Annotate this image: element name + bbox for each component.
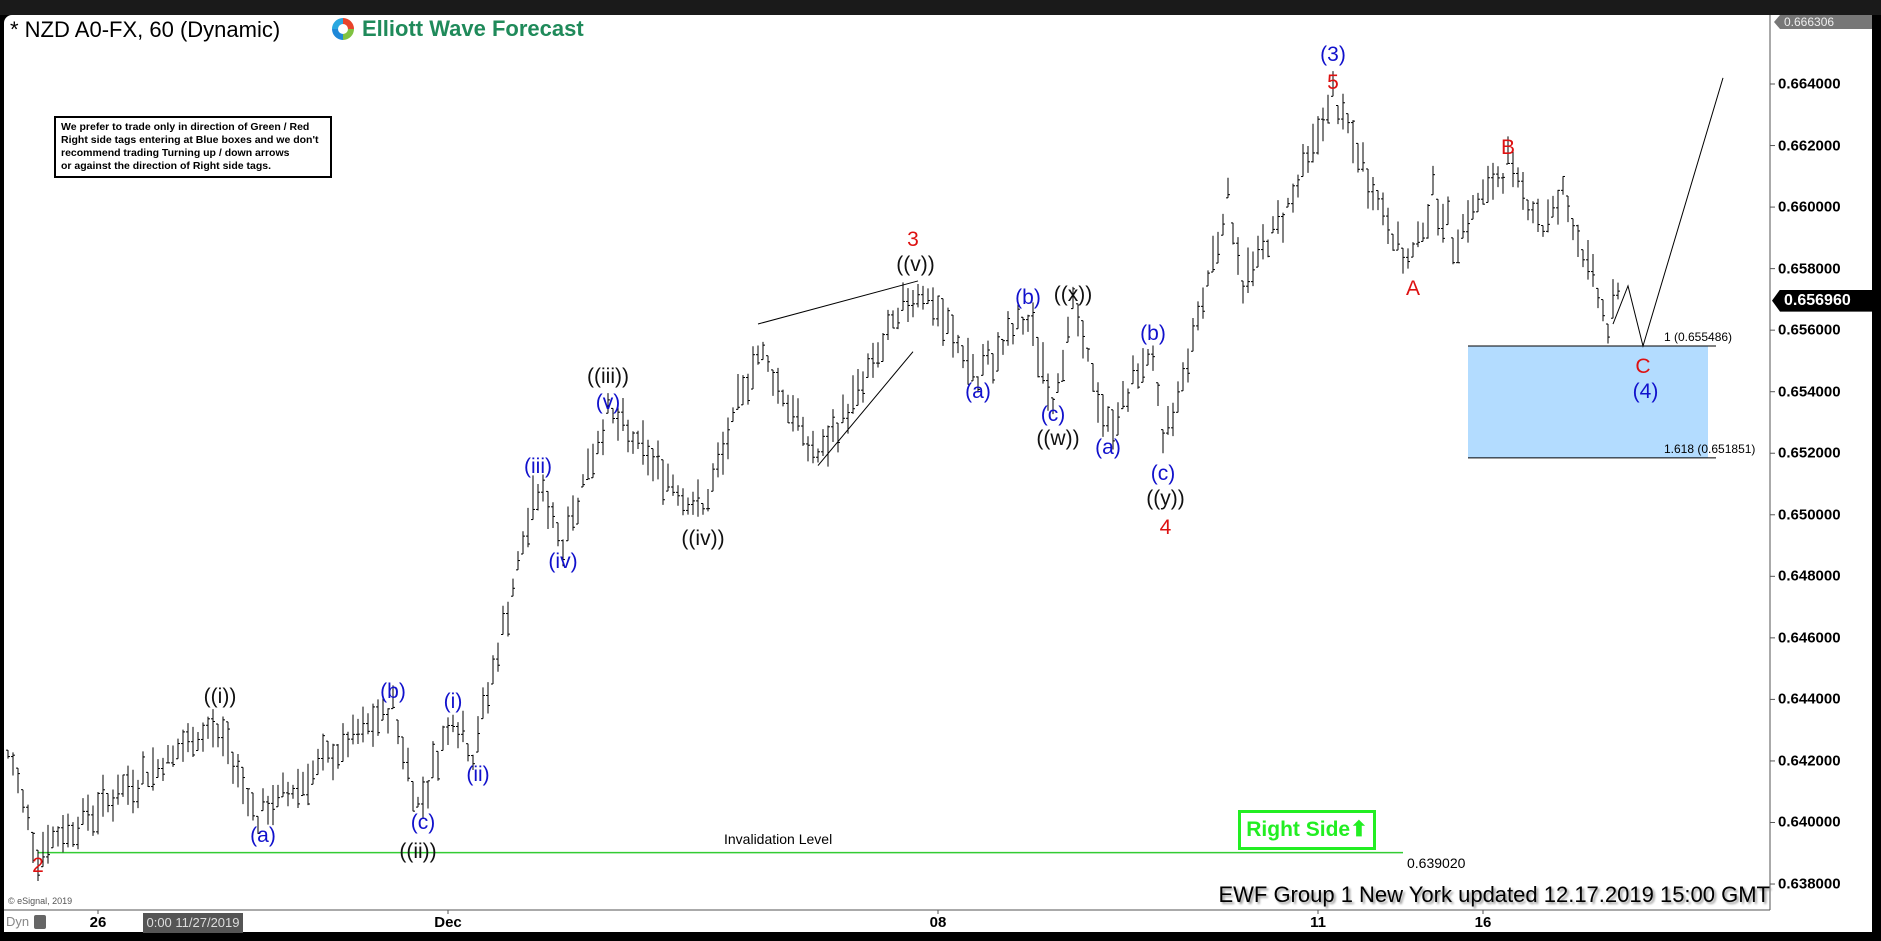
current-price-tag: 0.656960 xyxy=(1772,289,1872,312)
wave-label: (b) xyxy=(1015,285,1041,309)
wave-label: C xyxy=(1635,355,1651,379)
wave-label: (c) xyxy=(1150,462,1176,486)
copyright: © eSignal, 2019 xyxy=(8,896,73,906)
wave-label: ((w)) xyxy=(1036,427,1080,451)
wedge-line xyxy=(817,351,914,466)
fib-label: 1 (0.655486) xyxy=(1664,329,1733,344)
wave-label: ((i)) xyxy=(203,684,237,708)
wave-label: (iii) xyxy=(524,455,552,479)
logo-icon xyxy=(332,18,354,40)
y-tick-label: 0.656000 xyxy=(1778,321,1841,339)
note-line: recommend trading Turning up / down arro… xyxy=(61,147,290,159)
y-tick-label: 0.662000 xyxy=(1778,137,1841,155)
wedge-line xyxy=(757,280,919,325)
note-line: Right side tags entering at Blue boxes a… xyxy=(61,134,319,146)
y-tick-label: 0.646000 xyxy=(1778,629,1841,647)
x-tick-label: Dec xyxy=(434,914,462,931)
wave-label: (3) xyxy=(1320,43,1346,67)
wave-label: ((ii)) xyxy=(399,840,437,864)
wave-label: 4 xyxy=(1159,516,1172,539)
x-tick-label: 16 xyxy=(1474,914,1492,931)
wave-label: (a) xyxy=(965,380,991,403)
fib-label: 1.618 (0.651851) xyxy=(1664,441,1756,456)
logo-text: Elliott Wave Forecast xyxy=(362,16,584,41)
y-tick-label: 0.650000 xyxy=(1778,506,1841,524)
wave-label: (a) xyxy=(1095,436,1121,459)
right-side-tag: Right Side⬆ xyxy=(1238,810,1376,850)
wave-label: (iv) xyxy=(548,549,578,573)
wave-label: ((v)) xyxy=(896,252,935,276)
ewf-logo: Elliott Wave Forecast xyxy=(330,16,584,42)
y-tick-label: 0.638000 xyxy=(1778,875,1841,893)
invalidation-value: 0.639020 xyxy=(1407,854,1466,871)
wave-label: 5 xyxy=(1327,71,1339,95)
right-side-label: Right Side xyxy=(1246,818,1351,841)
wave-label: (b) xyxy=(380,680,406,703)
y-tick-label: 0.642000 xyxy=(1778,752,1841,770)
chart-title: * NZD A0-FX, 60 (Dynamic) xyxy=(10,17,281,42)
axis-top-value: 0.666306 xyxy=(1774,15,1872,29)
y-tick-label: 0.644000 xyxy=(1778,690,1841,708)
wave-label: (4) xyxy=(1632,380,1659,403)
up-arrow-icon: ⬆ xyxy=(1350,818,1368,841)
y-tick-label: 0.640000 xyxy=(1778,813,1841,831)
window-title-bar xyxy=(0,0,1881,15)
wave-label: 2 xyxy=(32,853,44,877)
wave-label: (a) xyxy=(250,824,276,848)
wave-label: (c) xyxy=(410,811,436,835)
wave-label: (v) xyxy=(595,391,621,415)
y-tick-label: 0.658000 xyxy=(1778,260,1841,278)
x-tick-label: 26 xyxy=(89,914,107,931)
y-tick-label: 0.652000 xyxy=(1778,444,1841,462)
cursor-date-tag: 0:00 11/27/2019 xyxy=(143,913,243,933)
x-tick-label: 11 xyxy=(1310,914,1326,931)
x-tick-label: 08 xyxy=(929,914,947,931)
target-blue-box xyxy=(1468,345,1708,458)
dynamic-toggle[interactable]: Dyn xyxy=(6,914,30,929)
projection-path xyxy=(1612,77,1724,348)
wave-label: ((x)) xyxy=(1053,283,1093,307)
y-tick-label: 0.654000 xyxy=(1778,383,1841,401)
wave-label: A xyxy=(1405,276,1421,300)
wave-label: B xyxy=(1500,136,1516,159)
wave-label: (ii) xyxy=(466,763,490,787)
wave-label: ((iii)) xyxy=(587,364,629,388)
invalidation-label: Invalidation Level xyxy=(724,830,833,847)
wave-label: (c) xyxy=(1040,403,1066,427)
lock-icon[interactable] xyxy=(34,915,46,929)
y-tick-label: 0.648000 xyxy=(1778,567,1841,585)
note-line: or against the direction of Right side t… xyxy=(61,160,272,172)
update-footer: EWF Group 1 New York updated 12.17.2019 … xyxy=(1218,882,1770,907)
note-line: We prefer to trade only in direction of … xyxy=(61,121,310,133)
y-tick-label: 0.660000 xyxy=(1778,198,1841,216)
wave-label: ((iv)) xyxy=(681,527,725,551)
wave-label: (i) xyxy=(443,689,463,713)
trading-note: We prefer to trade only in direction of … xyxy=(54,116,332,178)
wave-label: ((y)) xyxy=(1146,487,1185,511)
wave-label: (b) xyxy=(1140,321,1166,345)
wave-label: 3 xyxy=(907,228,919,251)
y-tick-label: 0.664000 xyxy=(1778,75,1841,93)
